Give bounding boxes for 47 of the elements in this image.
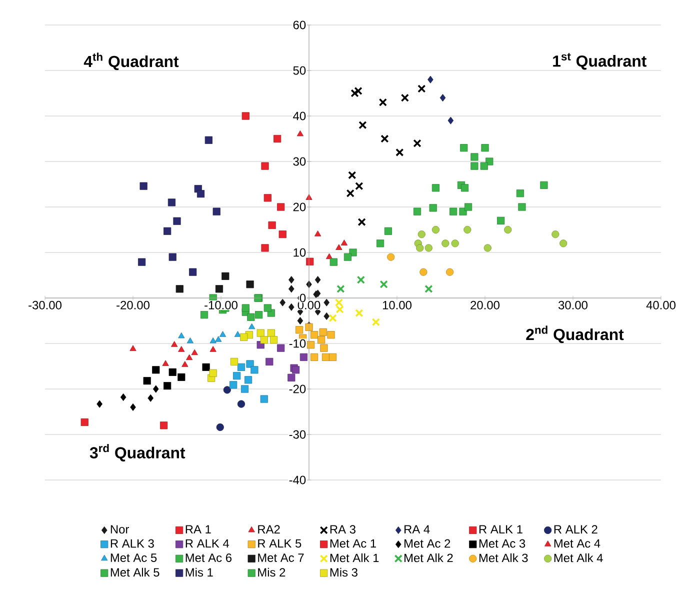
- y-tick-label: 10: [294, 248, 306, 257]
- legend-label: RA 3: [330, 525, 356, 534]
- y-tick-label: -10: [289, 339, 306, 348]
- legend-label: Met Ac 4: [554, 539, 600, 548]
- annotation: 2$^{nd}$ Quadrant: [526, 326, 624, 344]
- annotation: 3$^{rd}$ Quadrant: [90, 444, 186, 462]
- legend-label: R ALK 5: [258, 539, 302, 548]
- y-tick-label: 30: [293, 157, 306, 166]
- legend-label: R ALK 3: [110, 539, 154, 548]
- legend-label: Met Ac 1: [330, 539, 376, 548]
- legend-label: R ALK 1: [479, 525, 522, 534]
- legend-label: Met Ac 5: [110, 554, 157, 562]
- legend-label: Mis 3: [330, 568, 358, 577]
- legend-label: RA 1: [186, 525, 211, 534]
- x-tick-label: 20.00: [470, 300, 500, 310]
- x-tick-label: -10.00: [204, 300, 238, 310]
- legend-label: Met Alk 5: [110, 568, 160, 577]
- y-tick-label: 20: [293, 202, 306, 212]
- legend-label: Met Ac 3: [479, 539, 526, 548]
- legend-label: Met Alk 3: [479, 553, 528, 562]
- legend-label: Mis 1: [186, 568, 213, 577]
- legend-label: Met Ac 6: [186, 554, 232, 562]
- x-tick-label: -20.00: [116, 300, 150, 310]
- legend-label: RA 4: [404, 525, 430, 534]
- legend-label: Met Alk 4: [554, 553, 603, 562]
- legend-label: R ALK 4: [186, 539, 230, 548]
- legend-label: Met Ac 7: [258, 554, 304, 562]
- legend-label: Mis 2: [258, 568, 286, 577]
- annotation: 4$^{th}$ Quadrant: [84, 52, 179, 70]
- legend-label: Met Alk 2: [404, 553, 453, 562]
- y-tick-label: 0: [300, 294, 306, 302]
- legend-label: Nor: [110, 525, 129, 534]
- annotation: 1$^{st}$ Quadrant: [553, 53, 646, 70]
- legend-label: RA2: [258, 525, 280, 534]
- y-tick-label: -40: [289, 476, 306, 484]
- legend-label: R ALK 2: [554, 525, 598, 534]
- x-tick-label: 40.00: [646, 300, 676, 310]
- y-tick-label: 50: [293, 66, 306, 75]
- x-tick-label: 10.00: [382, 300, 412, 310]
- x-tick-label: -30.00: [28, 300, 62, 310]
- legend-label: Met Alk 1: [330, 553, 379, 562]
- y-tick-label: -30: [289, 430, 306, 439]
- y-tick-label: 60: [293, 20, 306, 30]
- legend-label: Met Ac 2: [404, 539, 450, 548]
- x-tick-label: 30.00: [558, 300, 588, 310]
- y-tick-label: 40: [293, 112, 306, 120]
- y-tick-label: -20: [289, 384, 306, 394]
